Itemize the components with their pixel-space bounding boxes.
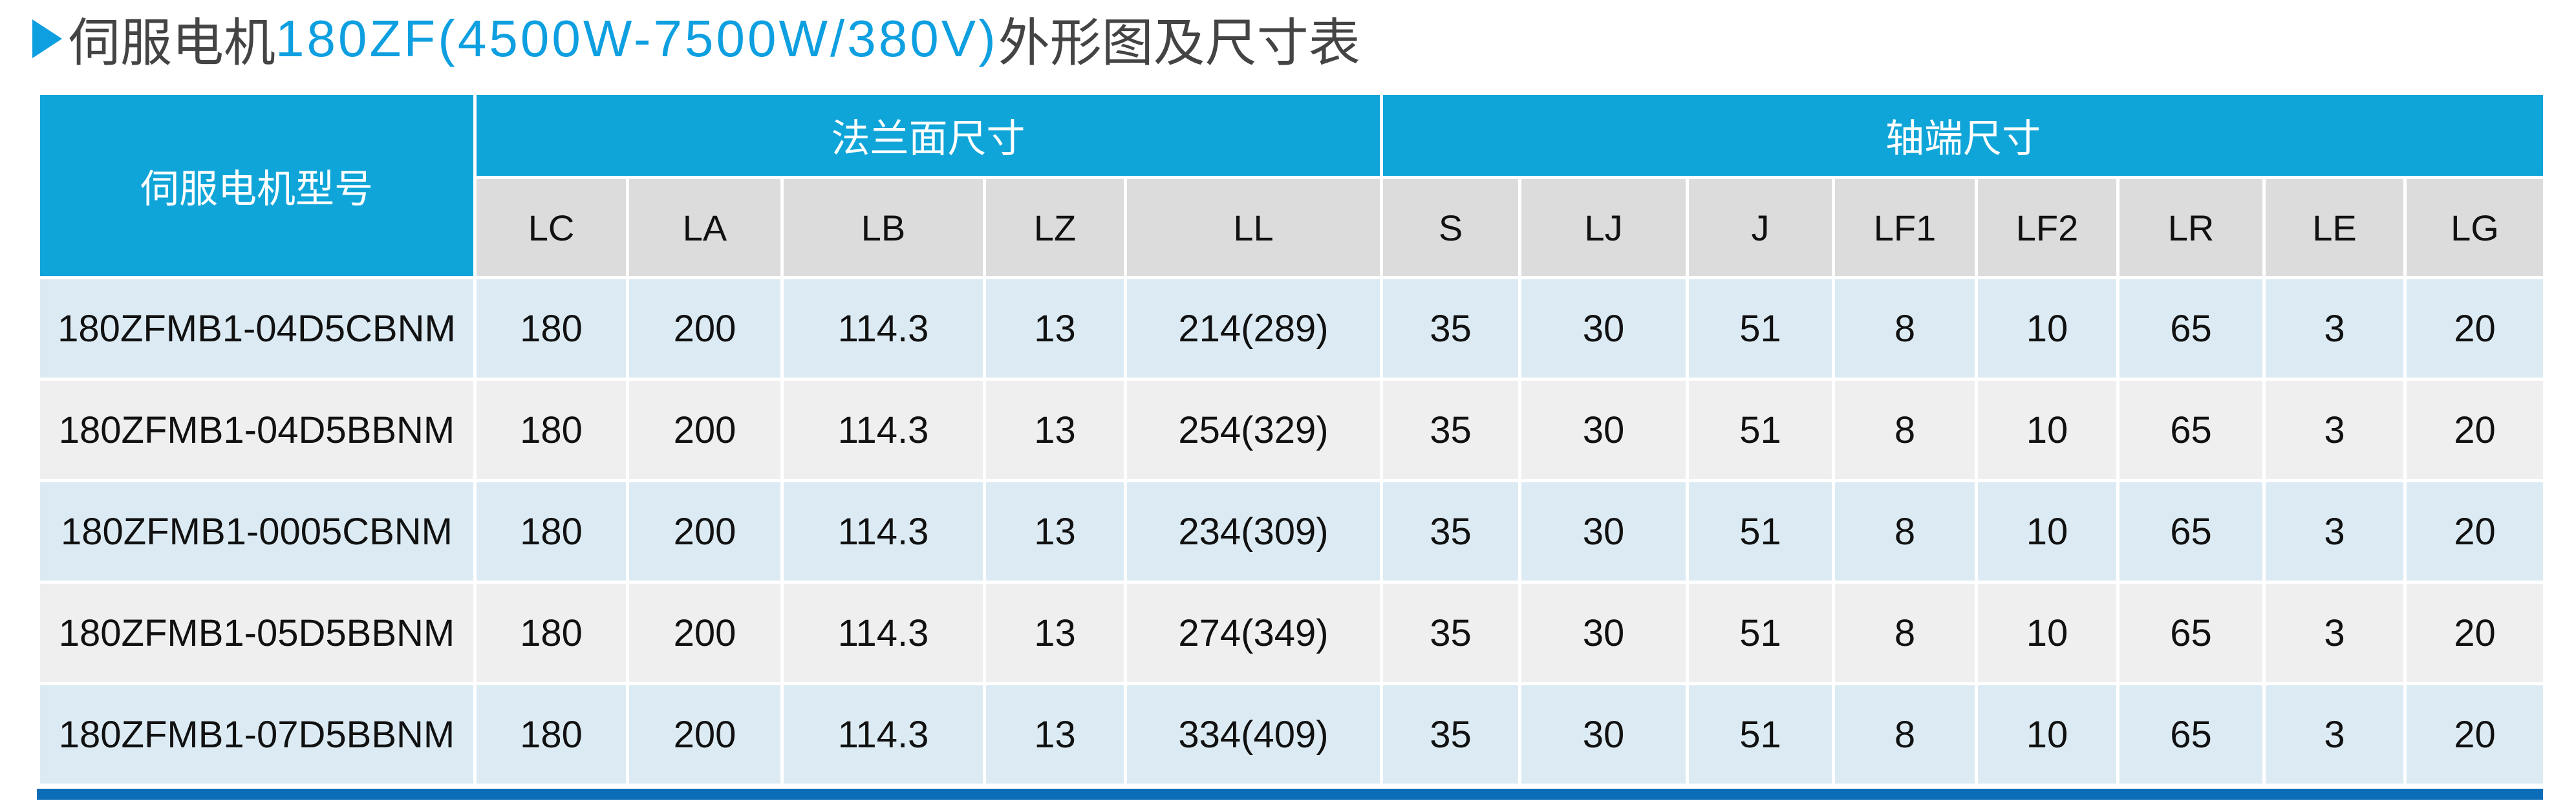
value-cell-lf2: 10 [1975,682,2120,787]
model-cell: 180ZFMB1-07D5BBNM [37,682,477,787]
value-cell-la: 200 [626,682,784,787]
flange-group-header: 法兰面尺寸 [473,92,1383,179]
value-cell-lz: 13 [983,378,1127,482]
value-cell-lz: 13 [983,276,1127,381]
value-cell-lj: 30 [1518,378,1689,482]
value-cell-lc: 180 [473,581,629,685]
value-cell-lf2: 10 [1975,581,2120,685]
value-cell-lf2: 10 [1975,378,2120,482]
value-cell-s: 35 [1380,479,1521,584]
value-cell-j: 51 [1686,682,1835,787]
value-cell-lz: 13 [983,682,1127,787]
column-header-lf2: LF2 [1975,176,2120,279]
value-cell-lr: 65 [2116,479,2266,584]
value-cell-lf1: 8 [1832,378,1978,482]
table-row: 180ZFMB1-04D5CBNM 180 200 114.3 13 214(289) 35… [37,276,2546,381]
column-header-lf1: LF1 [1832,176,1978,279]
value-cell-lr: 65 [2116,276,2266,381]
value-cell-le: 3 [2262,378,2407,482]
value-cell-lf2: 10 [1975,276,2120,381]
column-header-la: LA [626,176,784,279]
column-header-s: S [1380,176,1521,279]
table-row: 180ZFMB1-05D5BBNM 180 200 114.3 13 274(349) 35… [37,581,2546,685]
shaft-group-header: 轴端尺寸 [1380,92,2546,179]
column-header-lc: LC [473,176,629,279]
value-cell-lf1: 8 [1832,479,1978,584]
model-cell: 180ZFMB1-04D5BBNM [37,378,477,482]
column-header-lb: LB [780,176,986,279]
value-cell-la: 200 [626,479,784,584]
column-header-lj: LJ [1518,176,1689,279]
value-cell-lj: 30 [1518,581,1689,685]
value-cell-lz: 13 [983,479,1127,584]
value-cell-lf1: 8 [1832,581,1978,685]
value-cell-lb: 114.3 [780,378,986,482]
dimension-table: 伺服电机型号 法兰面尺寸 轴端尺寸 LC LA LB LZ LL S LJ J LF1 LF2 LR… [37,92,2546,787]
value-cell-lj: 30 [1518,276,1689,381]
value-cell-lr: 65 [2116,682,2266,787]
value-cell-la: 200 [626,378,784,482]
value-cell-ll: 274(349) [1124,581,1383,685]
value-cell-lr: 65 [2116,378,2266,482]
table-row: 180ZFMB1-0005CBNM 180 200 114.3 13 234(309) 35… [37,479,2546,584]
column-header-lz: LZ [983,176,1127,279]
triangle-bullet-icon [32,19,62,58]
model-header: 伺服电机型号 [37,92,477,279]
title-prefix: 伺服电机 [69,14,275,72]
table-row: 180ZFMB1-07D5BBNM 180 200 114.3 13 334(409) 35… [37,682,2546,787]
value-cell-lc: 180 [473,378,629,482]
value-cell-lf1: 8 [1832,682,1978,787]
value-cell-lf1: 8 [1832,276,1978,381]
value-cell-ll: 334(409) [1124,682,1383,787]
value-cell-ll: 214(289) [1124,276,1383,381]
value-cell-lr: 65 [2116,581,2266,685]
model-cell: 180ZFMB1-04D5CBNM [37,276,477,381]
value-cell-le: 3 [2262,479,2407,584]
column-header-j: J [1686,176,1835,279]
value-cell-lb: 114.3 [780,276,986,381]
column-header-lr: LR [2116,176,2266,279]
value-cell-lz: 13 [983,581,1127,685]
value-cell-lb: 114.3 [780,479,986,584]
value-cell-ll: 234(309) [1124,479,1383,584]
title-model: 180ZF(4500W-7500W/380V) [275,10,998,67]
table-row: 180ZFMB1-04D5BBNM 180 200 114.3 13 254(329) 35… [37,378,2546,482]
value-cell-lg: 20 [2403,276,2546,381]
value-cell-le: 3 [2262,581,2407,685]
value-cell-s: 35 [1380,682,1521,787]
value-cell-s: 35 [1380,378,1521,482]
value-cell-s: 35 [1380,581,1521,685]
value-cell-lc: 180 [473,479,629,584]
value-cell-lb: 114.3 [780,581,986,685]
value-cell-lg: 20 [2403,479,2546,584]
value-cell-j: 51 [1686,378,1835,482]
model-cell: 180ZFMB1-05D5BBNM [37,581,477,685]
title-suffix: 外形图及尺寸表 [998,14,1360,72]
column-header-lg: LG [2403,176,2546,279]
value-cell-lj: 30 [1518,682,1689,787]
page-title: 伺服电机 180ZF(4500W-7500W/380V) 外形图及尺寸表 [32,0,1360,78]
value-cell-lj: 30 [1518,479,1689,584]
value-cell-lc: 180 [473,682,629,787]
value-cell-j: 51 [1686,479,1835,584]
value-cell-j: 51 [1686,581,1835,685]
column-header-le: LE [2262,176,2407,279]
value-cell-ll: 254(329) [1124,378,1383,482]
value-cell-lb: 114.3 [780,682,986,787]
model-cell: 180ZFMB1-0005CBNM [37,479,477,584]
value-cell-le: 3 [2262,682,2407,787]
value-cell-lc: 180 [473,276,629,381]
value-cell-le: 3 [2262,276,2407,381]
value-cell-s: 35 [1380,276,1521,381]
value-cell-lg: 20 [2403,378,2546,482]
value-cell-lg: 20 [2403,682,2546,787]
value-cell-la: 200 [626,581,784,685]
value-cell-lg: 20 [2403,581,2546,685]
column-header-ll: LL [1124,176,1383,279]
value-cell-lf2: 10 [1975,479,2120,584]
value-cell-la: 200 [626,276,784,381]
value-cell-j: 51 [1686,276,1835,381]
bottom-bar [37,789,2543,800]
